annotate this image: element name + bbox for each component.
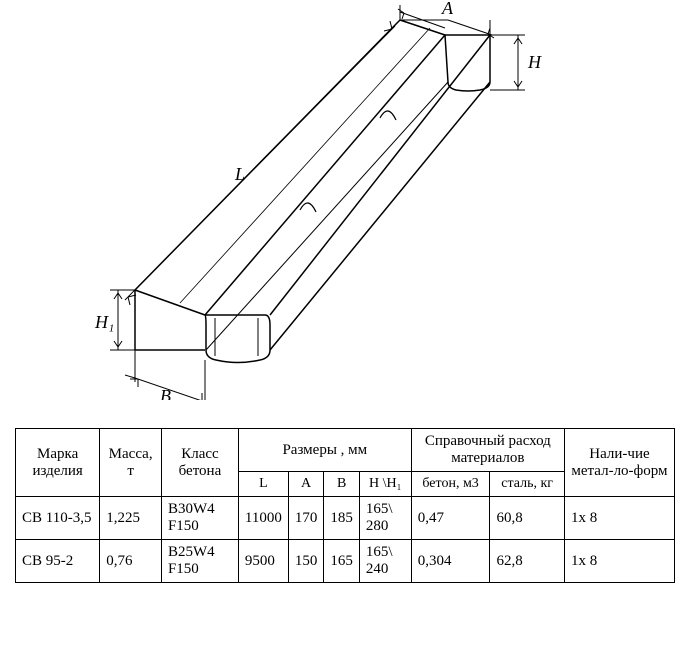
cell-class: B30W4 F150 bbox=[161, 497, 238, 540]
cell-steel: 62,8 bbox=[490, 540, 565, 583]
specifications-table: Марка изделия Масса, т Класс бетона Разм… bbox=[15, 428, 675, 583]
cell-steel: 60,8 bbox=[490, 497, 565, 540]
cell-concrete: 0,304 bbox=[411, 540, 490, 583]
cell-A: 170 bbox=[288, 497, 324, 540]
cell-class: B25W4 F150 bbox=[161, 540, 238, 583]
dim-label-B: B bbox=[160, 386, 171, 400]
th-concrete: бетон, м3 bbox=[411, 472, 490, 497]
th-dims: Размеры , мм bbox=[238, 429, 411, 472]
beam-diagram-svg: A H L H₁ B bbox=[0, 0, 680, 400]
cell-A: 150 bbox=[288, 540, 324, 583]
dim-label-H: H bbox=[527, 52, 542, 72]
specifications-table-wrapper: Марка изделия Масса, т Класс бетона Разм… bbox=[15, 428, 675, 583]
th-mark: Марка изделия bbox=[16, 429, 100, 497]
th-ref: Справочный расход материалов bbox=[411, 429, 564, 472]
table-row: СВ 95-2 0,76 B25W4 F150 9500 150 165 165… bbox=[16, 540, 675, 583]
table-row: СВ 110-3,5 1,225 B30W4 F150 11000 170 18… bbox=[16, 497, 675, 540]
cell-mark: СВ 95-2 bbox=[16, 540, 100, 583]
cell-mass: 1,225 bbox=[100, 497, 162, 540]
th-L: L bbox=[238, 472, 288, 497]
th-steel: сталь, кг bbox=[490, 472, 565, 497]
dim-label-L: L bbox=[234, 164, 245, 184]
th-forms: Нали-чие метал-ло-форм bbox=[564, 429, 674, 497]
cell-B: 165 bbox=[324, 540, 360, 583]
th-A: A bbox=[288, 472, 324, 497]
th-B: B bbox=[324, 472, 360, 497]
cell-HH1: 165\ 240 bbox=[359, 540, 411, 583]
cell-forms: 1x 8 bbox=[564, 540, 674, 583]
cell-concrete: 0,47 bbox=[411, 497, 490, 540]
cell-mark: СВ 110-3,5 bbox=[16, 497, 100, 540]
cell-forms: 1x 8 bbox=[564, 497, 674, 540]
cell-mass: 0,76 bbox=[100, 540, 162, 583]
th-HH1: H \H₁ bbox=[359, 472, 411, 497]
th-class: Класс бетона bbox=[161, 429, 238, 497]
dim-label-A: A bbox=[441, 0, 454, 18]
cell-L: 9500 bbox=[238, 540, 288, 583]
cell-HH1: 165\ 280 bbox=[359, 497, 411, 540]
cell-L: 11000 bbox=[238, 497, 288, 540]
technical-drawing: A H L H₁ B bbox=[0, 0, 680, 400]
th-mass: Масса, т bbox=[100, 429, 162, 497]
dim-label-H1: H₁ bbox=[94, 312, 114, 332]
cell-B: 185 bbox=[324, 497, 360, 540]
